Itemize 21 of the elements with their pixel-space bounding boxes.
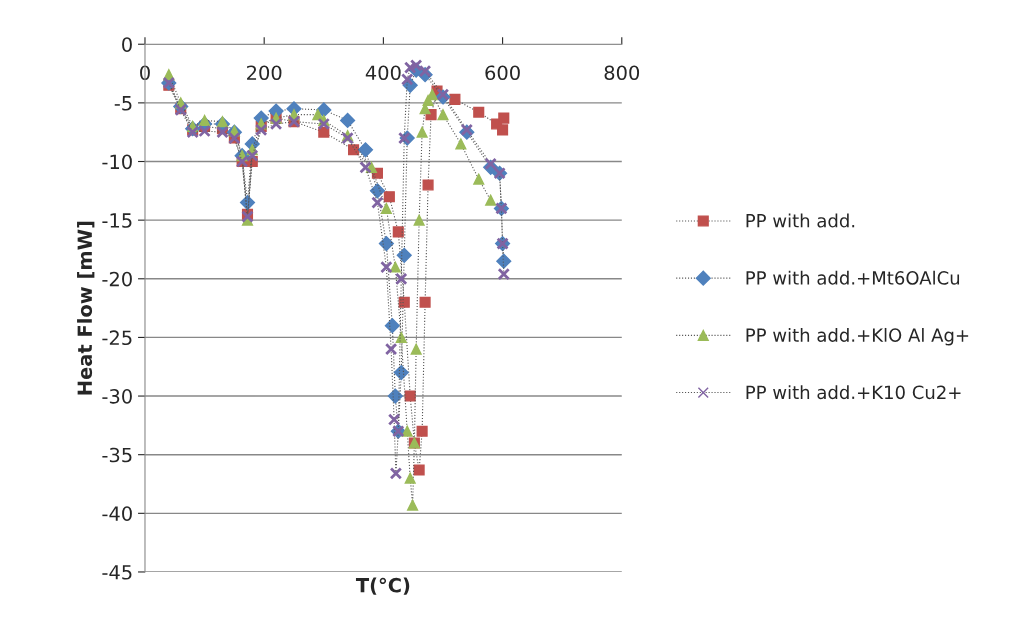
x-tick-label: 800 bbox=[604, 65, 640, 81]
y-tick-label: -40 bbox=[102, 506, 132, 521]
legend-label: PP with add.+KlO Al Ag+ bbox=[746, 327, 969, 346]
x-tick-label: 200 bbox=[247, 65, 282, 81]
x-tick-label: 600 bbox=[485, 65, 520, 81]
y-tick-label: -25 bbox=[102, 330, 132, 346]
x-tick-label: 400 bbox=[365, 65, 401, 81]
y-tick-label: -15 bbox=[102, 213, 132, 228]
legend-label: PP with add.+Mt6OAlCu bbox=[746, 270, 960, 285]
y-tick-label: -10 bbox=[102, 154, 132, 170]
y-axis-title: Heat Flow [mW] bbox=[77, 221, 95, 395]
x-axis-title: T(°C) bbox=[355, 577, 410, 595]
x-tick-label: 0 bbox=[140, 65, 150, 81]
y-tick-label: -35 bbox=[102, 447, 132, 463]
y-tick-label: 0 bbox=[122, 37, 132, 52]
y-tick-label: -30 bbox=[102, 389, 132, 404]
y-tick-label: -20 bbox=[102, 271, 132, 287]
legend-label: PP with add.+K10 Cu2+ bbox=[746, 385, 961, 400]
legend-label: PP with add. bbox=[746, 213, 855, 228]
y-tick-label: -5 bbox=[114, 96, 132, 111]
y-tick-label: -45 bbox=[102, 565, 132, 580]
